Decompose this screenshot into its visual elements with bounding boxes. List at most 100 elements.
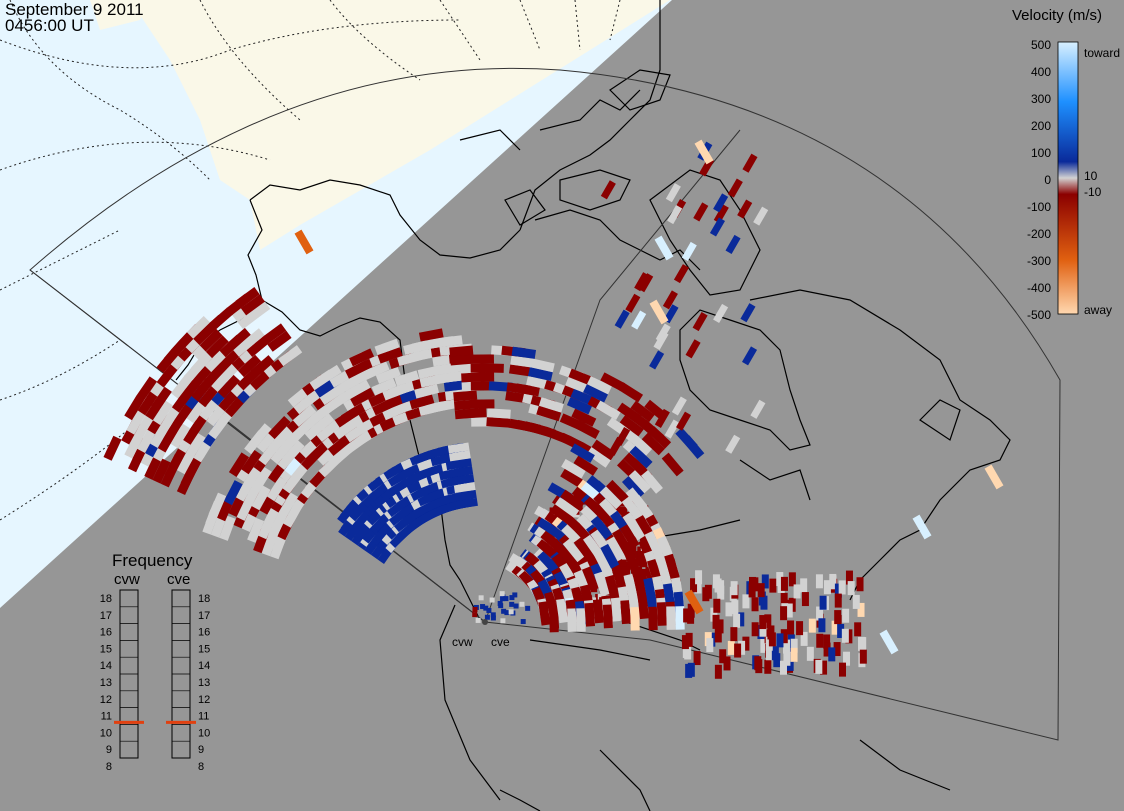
echo-cell: [441, 362, 466, 374]
echo-cell: [912, 514, 932, 540]
echo-cell: [124, 395, 145, 421]
echo-cell: [713, 598, 721, 613]
echo-cell: [600, 372, 626, 392]
echo-cell: [567, 608, 577, 632]
echo-cell: [757, 583, 765, 598]
echo-cell: [606, 536, 626, 562]
echo-cell: [650, 543, 668, 569]
frequency-radar-cve: cve: [167, 571, 190, 588]
header-time: 0456:00 UT: [5, 16, 94, 35]
echo-cell: [661, 452, 684, 477]
echo-cell: [738, 640, 746, 655]
echo-cell: [488, 381, 513, 392]
echo-cell: [779, 660, 787, 675]
echo-cell: [681, 241, 697, 262]
echo-cell: [310, 413, 335, 436]
echo-cell: [730, 581, 738, 596]
echo-cell: [816, 633, 824, 648]
echo-cell: [785, 603, 793, 618]
echo-cell: [136, 376, 158, 401]
echo-cell: [409, 394, 435, 410]
echo-cell: [509, 364, 534, 377]
velocity-tick-label: 500: [1031, 38, 1051, 52]
echo-cell: [823, 642, 831, 657]
echo-cell: [513, 603, 519, 609]
velocity-tick-label: 10: [1084, 169, 1098, 183]
echo-cell: [581, 558, 590, 566]
echo-cell: [538, 397, 564, 413]
echo-cell: [208, 492, 227, 518]
echo-cell: [776, 572, 784, 587]
echo-cell: [748, 583, 756, 598]
echo-cell: [152, 400, 174, 426]
echo-cell: [536, 517, 562, 539]
echo-cell: [205, 335, 229, 359]
echo-cell: [267, 330, 292, 352]
echo-cell: [525, 605, 531, 611]
echo-cell: [709, 217, 725, 237]
echo-cell: [554, 496, 580, 518]
echo-cell: [246, 301, 271, 323]
echo-cell: [217, 374, 241, 399]
echo-cell: [742, 594, 750, 609]
echo-cell: [742, 153, 758, 173]
echo-cell: [484, 614, 490, 620]
echo-cell: [612, 528, 632, 554]
echo-cell: [282, 440, 305, 464]
echo-cell: [783, 651, 791, 666]
echo-cell: [508, 609, 514, 615]
echo-cell: [186, 315, 210, 339]
echo-cell: [103, 435, 122, 461]
frequency-scale-label: 9: [198, 744, 204, 756]
echo-cell: [211, 355, 234, 379]
echo-cell: [619, 524, 640, 549]
echo-cell: [501, 608, 507, 614]
echo-cell: [240, 294, 265, 316]
frequency-scale-label: 11: [101, 711, 112, 723]
echo-cell: [843, 651, 851, 666]
frequency-scale-label: 16: [198, 627, 210, 639]
velocity-tick-label: 300: [1031, 92, 1051, 106]
echo-cell: [470, 399, 495, 409]
echo-cell: [350, 387, 375, 407]
frequency-scale-label: 9: [106, 744, 112, 756]
echo-cell: [629, 445, 653, 469]
echo-cell: [648, 606, 658, 631]
frequency-scale-label: 8: [106, 761, 112, 773]
echo-cell: [472, 606, 478, 612]
echo-cell: [560, 489, 585, 511]
echo-cell: [780, 629, 788, 644]
echo-cell: [801, 592, 809, 607]
echo-cell: [638, 550, 647, 558]
echo-cell: [622, 564, 631, 572]
echo-cell: [842, 608, 850, 623]
echo-cell: [592, 599, 605, 624]
velocity-tick-label: 400: [1031, 65, 1051, 79]
echo-cell: [438, 335, 463, 348]
echo-cell: [834, 583, 842, 598]
echo-cell: [684, 645, 692, 660]
echo-cell: [638, 573, 647, 581]
echo-cell: [693, 202, 709, 222]
echo-cell: [637, 594, 649, 620]
echo-cell: [754, 656, 762, 671]
echo-cell: [614, 309, 630, 329]
echo-cell: [690, 578, 698, 593]
echo-cell: [714, 664, 722, 679]
echo-cell: [377, 347, 403, 364]
echo-cell: [594, 571, 610, 597]
echo-cell: [734, 643, 742, 658]
echo-cell: [227, 327, 251, 351]
echo-cell: [490, 615, 496, 621]
echo-cell: [655, 323, 671, 343]
echo-cell: [599, 486, 623, 510]
frequency-scale-label: 10: [100, 727, 112, 739]
echo-cell: [565, 377, 591, 394]
echo-cell: [641, 470, 663, 494]
echo-cell: [622, 570, 631, 578]
echo-cell: [818, 618, 826, 633]
echo-cell: [780, 576, 788, 591]
echo-cell: [879, 629, 899, 655]
frequency-scale-label: 14: [198, 660, 210, 672]
